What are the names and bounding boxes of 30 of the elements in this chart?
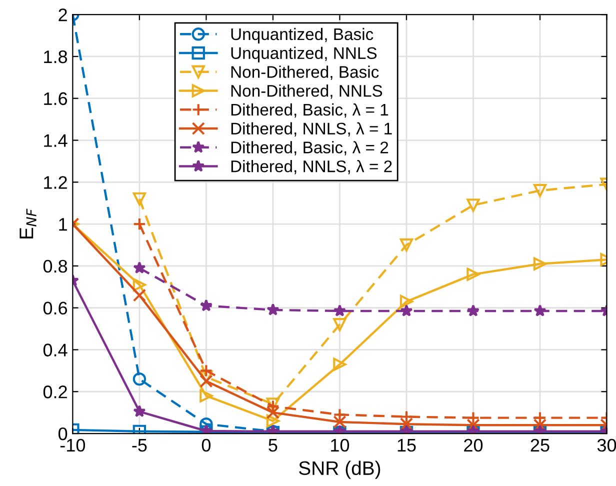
x-tick-label: -5 — [132, 439, 147, 452]
y-tick-label: 1.4 — [44, 134, 68, 147]
legend-label: Non-Dithered, NNLS — [231, 84, 382, 99]
legend-label: Unquantized, Basic — [231, 28, 374, 44]
x-tick-label: 0 — [202, 438, 211, 452]
y-tick-label: 1 — [59, 218, 67, 231]
legend-label: Non-Dithered, Basic — [231, 66, 379, 80]
y-tick-label: 0.8 — [43, 260, 68, 273]
y-tick-label: 0.6 — [43, 302, 68, 315]
y-tick-label: 0.2 — [43, 386, 67, 398]
y-tick-label: 0 — [58, 427, 68, 440]
x-tick-label: -10 — [60, 438, 86, 452]
y-tick-label: 0.4 — [43, 344, 68, 356]
legend-label: Dithered, NNLS, λ = 2 — [231, 160, 392, 174]
y-tick-label: 1.2 — [44, 176, 67, 189]
y-tick-label: 2 — [58, 8, 67, 22]
x-tick-label: 15 — [398, 439, 416, 452]
legend-label: Unquantized, NNLS — [231, 46, 377, 62]
legend-label: Dithered, NNLS, λ = 1 — [231, 122, 392, 136]
y-tick-label: 1.8 — [44, 50, 68, 64]
y-tick-label: 1.6 — [44, 92, 68, 106]
x-tick-label: 10 — [331, 438, 350, 452]
x-tick-label: 20 — [464, 438, 483, 452]
legend-label: Dithered, Basic, λ = 1 — [231, 103, 388, 118]
x-axis-title: SNR (dB) — [299, 460, 380, 479]
y-axis-title: E$_{NF}$ — [20, 208, 36, 238]
x-tick-label: 5 — [268, 439, 278, 452]
x-tick-label: 25 — [530, 438, 550, 452]
x-tick-label: 30 — [597, 438, 616, 452]
legend-label: Dithered, Basic, λ = 2 — [231, 141, 388, 156]
